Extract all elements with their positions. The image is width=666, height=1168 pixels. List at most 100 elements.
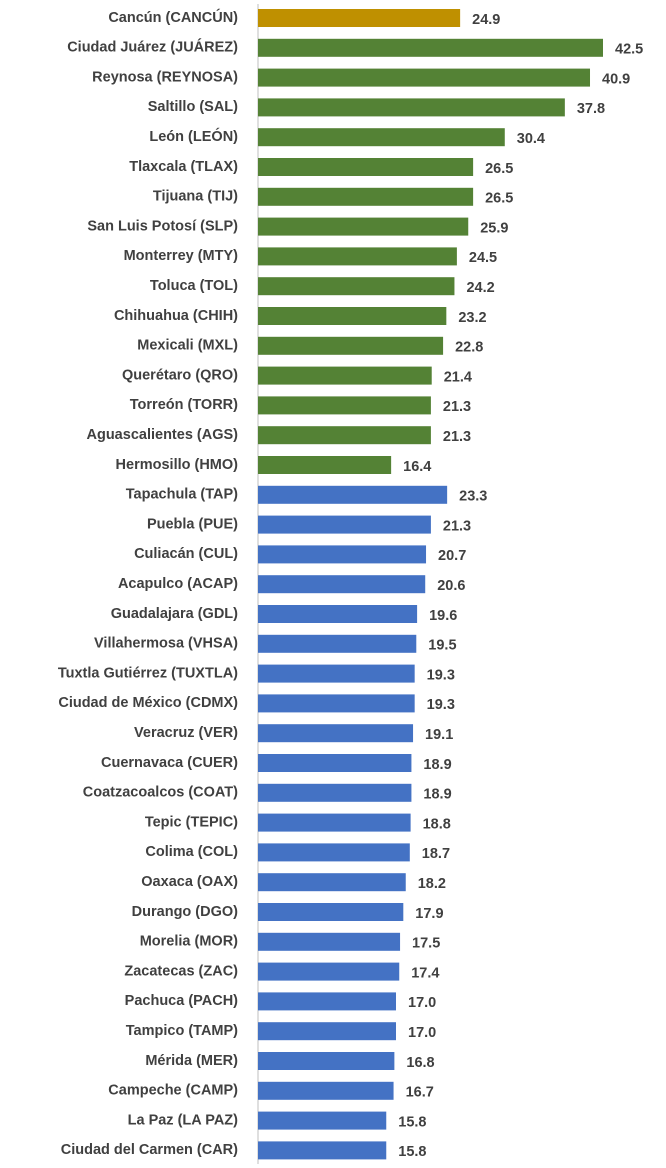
bar bbox=[258, 396, 431, 415]
category-label: Acapulco (ACAP) bbox=[118, 576, 238, 592]
bar bbox=[258, 187, 474, 206]
category-label: La Paz (LA PAZ) bbox=[128, 1112, 239, 1128]
bar bbox=[258, 1052, 395, 1070]
category-label: Pachuca (PACH) bbox=[125, 993, 239, 1009]
category-label: Oaxaca (OAX) bbox=[141, 874, 238, 890]
bar bbox=[258, 873, 406, 892]
bar bbox=[258, 68, 591, 87]
value-label: 19.1 bbox=[425, 727, 453, 743]
category-label: Hermosillo (HMO) bbox=[116, 457, 239, 473]
bar bbox=[258, 843, 410, 862]
value-label: 16.7 bbox=[406, 1085, 434, 1101]
bar bbox=[258, 277, 455, 296]
bar bbox=[258, 9, 461, 27]
value-label: 19.3 bbox=[427, 667, 455, 683]
category-label: Ciudad Juárez (JUÁREZ) bbox=[67, 39, 238, 56]
category-label: Villahermosa (VHSA) bbox=[94, 636, 238, 652]
value-label: 37.8 bbox=[577, 101, 605, 117]
value-label: 22.8 bbox=[455, 340, 483, 356]
value-label: 23.3 bbox=[459, 489, 487, 505]
category-label: Tijuana (TIJ) bbox=[153, 189, 238, 205]
value-label: 24.9 bbox=[472, 12, 500, 28]
category-label: Puebla (PUE) bbox=[147, 516, 238, 532]
category-label: Torreón (TORR) bbox=[130, 397, 238, 413]
category-label: Cancún (CANCÚN) bbox=[108, 8, 238, 26]
value-label: 17.5 bbox=[412, 936, 440, 952]
bar bbox=[258, 307, 447, 325]
value-label: 21.3 bbox=[443, 399, 471, 415]
bar bbox=[258, 813, 411, 832]
bar bbox=[258, 128, 505, 147]
value-label: 18.8 bbox=[423, 816, 451, 832]
category-label: Tapachula (TAP) bbox=[126, 487, 238, 503]
category-label: Toluca (TOL) bbox=[150, 278, 238, 294]
value-label: 19.3 bbox=[427, 697, 455, 713]
value-label: 42.5 bbox=[615, 42, 643, 58]
category-label: Culiacán (CUL) bbox=[134, 546, 238, 562]
category-label: Tampico (TAMP) bbox=[126, 1023, 238, 1039]
value-label: 19.6 bbox=[429, 608, 457, 624]
value-label: 25.9 bbox=[480, 220, 508, 236]
bar bbox=[258, 366, 432, 385]
value-label: 18.2 bbox=[418, 876, 446, 892]
value-label: 17.0 bbox=[408, 1025, 436, 1041]
category-label: León (LEÓN) bbox=[149, 127, 238, 145]
bar bbox=[258, 575, 426, 594]
bar bbox=[258, 694, 415, 713]
category-label: Ciudad de México (CDMX) bbox=[58, 695, 238, 711]
bar bbox=[258, 426, 431, 445]
bar bbox=[258, 38, 603, 57]
value-label: 16.4 bbox=[403, 459, 431, 475]
bar bbox=[258, 1022, 396, 1041]
bar bbox=[258, 903, 404, 921]
value-label: 21.3 bbox=[443, 518, 471, 534]
category-label: Durango (DGO) bbox=[132, 904, 238, 920]
value-label: 23.2 bbox=[458, 310, 486, 326]
category-label: Tuxtla Gutiérrez (TUXTLA) bbox=[58, 665, 238, 681]
category-label: Saltillo (SAL) bbox=[148, 99, 238, 115]
value-label: 17.0 bbox=[408, 995, 436, 1011]
category-label: San Luis Potosí (SLP) bbox=[87, 218, 238, 234]
category-label: Aguascalientes (AGS) bbox=[87, 427, 239, 443]
bar bbox=[258, 515, 431, 534]
category-label: Monterrey (MTY) bbox=[124, 248, 239, 264]
value-label: 26.5 bbox=[485, 191, 513, 207]
bar bbox=[258, 98, 565, 117]
category-label: Mexicali (MXL) bbox=[137, 338, 238, 354]
bar bbox=[258, 545, 427, 564]
bar bbox=[258, 1111, 387, 1130]
bar bbox=[258, 336, 444, 355]
value-label: 21.4 bbox=[444, 369, 472, 385]
bar bbox=[258, 217, 469, 236]
bar bbox=[258, 456, 392, 474]
value-label: 17.9 bbox=[415, 906, 443, 922]
bar bbox=[258, 992, 396, 1011]
category-label: Mérida (MER) bbox=[145, 1053, 238, 1069]
bar bbox=[258, 962, 400, 981]
bar bbox=[258, 664, 415, 683]
category-label: Ciudad del Carmen (CAR) bbox=[61, 1142, 238, 1158]
category-label: Coatzacoalcos (COAT) bbox=[83, 785, 238, 801]
category-label: Veracruz (VER) bbox=[134, 725, 238, 741]
value-label: 21.3 bbox=[443, 429, 471, 445]
category-label: Zacatecas (ZAC) bbox=[124, 963, 238, 979]
value-label: 30.4 bbox=[517, 131, 545, 147]
bar bbox=[258, 605, 418, 623]
category-label: Tepic (TEPIC) bbox=[145, 814, 238, 830]
value-label: 17.4 bbox=[411, 965, 439, 981]
value-label: 18.7 bbox=[422, 846, 450, 862]
category-label: Chihuahua (CHIH) bbox=[114, 308, 238, 324]
category-label: Guadalajara (GDL) bbox=[111, 606, 238, 622]
value-label: 16.8 bbox=[406, 1055, 434, 1071]
bar bbox=[258, 158, 474, 176]
category-label: Colima (COL) bbox=[145, 844, 238, 860]
value-label: 19.5 bbox=[428, 638, 456, 654]
value-label: 40.9 bbox=[602, 71, 630, 87]
value-label: 18.9 bbox=[423, 757, 451, 773]
category-label: Morelia (MOR) bbox=[140, 934, 238, 950]
category-label: Tlaxcala (TLAX) bbox=[129, 159, 238, 175]
bar bbox=[258, 247, 457, 266]
value-label: 24.2 bbox=[466, 280, 494, 296]
value-label: 26.5 bbox=[485, 161, 513, 177]
